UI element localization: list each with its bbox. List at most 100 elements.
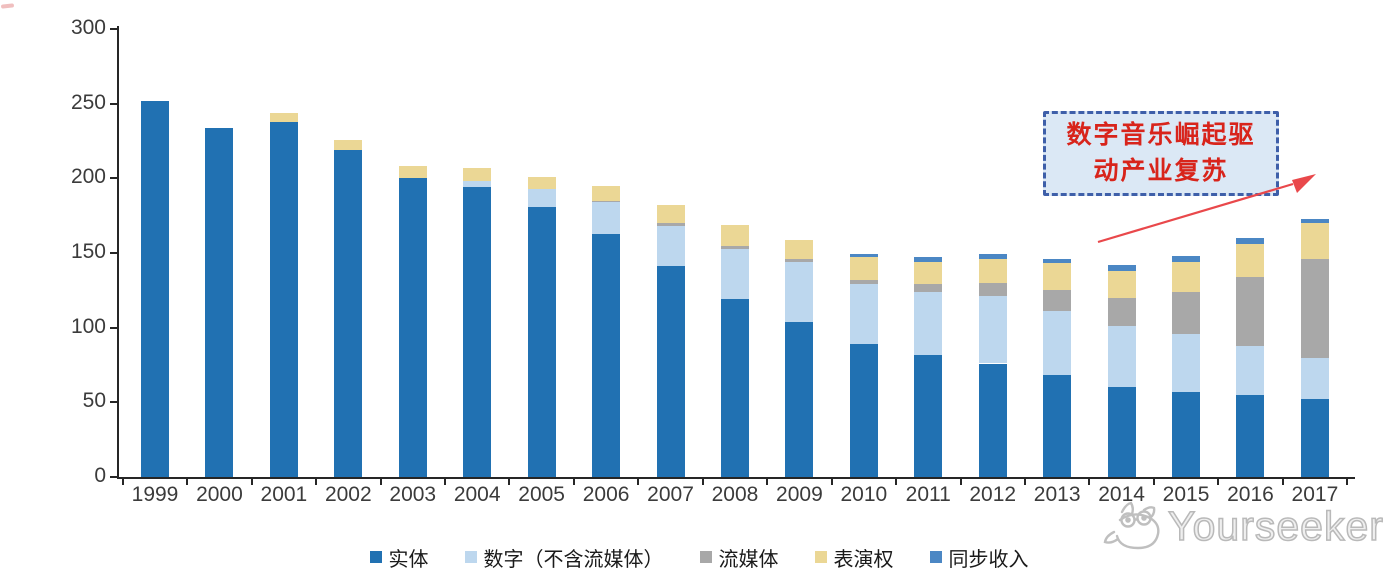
bar-segment-表演权 xyxy=(463,167,492,182)
x-axis-tick xyxy=(701,479,704,485)
x-axis-label: 2001 xyxy=(260,483,308,506)
bar-segment-数字（不含流媒体） xyxy=(1300,357,1329,400)
x-axis-label: 2004 xyxy=(453,483,501,506)
legend-swatch-icon xyxy=(814,551,827,563)
bar-segment-表演权 xyxy=(398,166,427,179)
bar-segment-数字（不含流媒体） xyxy=(720,248,749,300)
bar-segment-表演权 xyxy=(592,185,621,201)
bar-segment-数字（不含流媒体） xyxy=(1172,333,1201,392)
y-axis-label: 200 xyxy=(70,165,106,189)
annotation-text-line1: 数字音乐崛起驱 xyxy=(1066,121,1256,149)
x-axis-label: 2010 xyxy=(840,483,888,506)
y-axis-tick xyxy=(110,177,117,180)
x-axis-tick xyxy=(1152,479,1155,485)
y-axis-label: 0 xyxy=(94,464,106,487)
bar-segment-数字（不含流媒体） xyxy=(1043,311,1072,376)
bar-segment-表演权 xyxy=(1236,244,1265,277)
bar-segment-实体 xyxy=(527,206,556,477)
bar-segment-实体 xyxy=(463,187,492,477)
bar-segment-表演权 xyxy=(720,224,749,246)
y-axis-tick xyxy=(110,28,117,30)
bar-segment-流媒体 xyxy=(1172,291,1201,334)
bar-segment-数字（不含流媒体） xyxy=(849,284,878,345)
bar-segment-表演权 xyxy=(978,258,1007,283)
legend-swatch-icon xyxy=(699,551,712,563)
x-axis-label: 2015 xyxy=(1162,483,1210,506)
bar-segment-实体 xyxy=(1172,391,1201,477)
bar-segment-数字（不含流媒体） xyxy=(1236,345,1265,395)
bar-segment-实体 xyxy=(334,149,363,477)
bar-segment-实体 xyxy=(1300,399,1329,477)
bar-segment-实体 xyxy=(269,121,298,477)
y-axis-tick xyxy=(110,401,117,404)
x-axis-tick xyxy=(508,479,511,485)
bar-segment-同步收入 xyxy=(914,257,943,262)
bar-segment-同步收入 xyxy=(1107,264,1136,271)
x-axis-label: 2000 xyxy=(196,483,243,506)
x-axis-tick xyxy=(1088,479,1091,485)
bar-segment-流媒体 xyxy=(849,279,878,285)
legend-label: 表演权 xyxy=(833,548,894,571)
bar-segment-数字（不含流媒体） xyxy=(592,202,621,234)
bar-segment-数字（不含流媒体） xyxy=(463,181,492,188)
bar-segment-同步收入 xyxy=(1236,238,1265,245)
bar-segment-表演权 xyxy=(849,257,878,280)
x-axis-label: 2007 xyxy=(647,483,694,506)
x-axis-tick xyxy=(443,479,446,485)
y-axis-tick xyxy=(110,252,117,254)
x-axis-label: 2017 xyxy=(1291,483,1339,506)
y-axis-line xyxy=(117,26,119,479)
bar-segment-数字（不含流媒体） xyxy=(785,261,814,322)
x-axis-label: 2014 xyxy=(1098,483,1145,506)
x-axis-label: 2005 xyxy=(518,483,565,506)
x-axis-tick xyxy=(766,479,769,485)
chart-legend: 实体 数字（不含流媒体） 流媒体 表演权 同步收入 xyxy=(0,541,1398,573)
bar-segment-同步收入 xyxy=(849,254,878,258)
x-axis-tick xyxy=(379,479,382,485)
bar-segment-表演权 xyxy=(334,139,363,150)
bar-segment-表演权 xyxy=(1172,261,1201,292)
bar-segment-数字（不含流媒体） xyxy=(656,226,685,267)
bar-segment-数字（不含流媒体） xyxy=(1107,326,1136,388)
x-axis-tick xyxy=(1281,479,1284,485)
y-axis-tick xyxy=(110,476,117,478)
bar-segment-流媒体 xyxy=(720,245,749,249)
annotation-callout: 数字音乐崛起驱 动产业复苏 xyxy=(1043,111,1279,196)
bar-segment-数字（不含流媒体） xyxy=(978,296,1007,364)
bar-segment-同步收入 xyxy=(1172,255,1201,262)
x-axis-tick xyxy=(959,479,962,485)
bar-segment-表演权 xyxy=(914,261,943,285)
bar-segment-表演权 xyxy=(1043,263,1072,291)
bar-segment-实体 xyxy=(398,178,427,477)
bar-segment-表演权 xyxy=(1300,223,1329,259)
x-axis-tick xyxy=(572,479,575,485)
bar-segment-数字（不含流媒体） xyxy=(914,291,943,355)
x-axis-tick xyxy=(186,479,189,485)
x-axis-label: 2013 xyxy=(1033,483,1081,506)
bar-segment-实体 xyxy=(141,100,169,477)
bar-segment-流媒体 xyxy=(785,258,814,262)
legend-swatch-icon xyxy=(369,551,382,563)
bar-segment-表演权 xyxy=(269,112,298,122)
x-axis-tick xyxy=(1346,479,1349,485)
bar-segment-表演权 xyxy=(1107,270,1136,298)
legend-label: 同步收入 xyxy=(948,548,1029,571)
bar-segment-实体 xyxy=(720,299,749,477)
x-axis-tick xyxy=(315,479,318,485)
x-axis-label: 2006 xyxy=(582,483,630,506)
bar-segment-流媒体 xyxy=(656,223,685,227)
bar-segment-流媒体 xyxy=(592,200,621,203)
bar-segment-同步收入 xyxy=(1300,218,1329,224)
bar-segment-流媒体 xyxy=(1236,276,1265,346)
y-axis-tick xyxy=(110,326,117,329)
bar-segment-表演权 xyxy=(656,205,685,224)
y-axis-label: 50 xyxy=(82,389,106,413)
bar-segment-实体 xyxy=(978,363,1007,477)
legend-label: 实体 xyxy=(388,548,429,571)
y-axis-label: 150 xyxy=(70,240,106,263)
legend-item: 同步收入 xyxy=(929,543,1029,572)
legend-item: 数字（不含流媒体） xyxy=(464,543,664,572)
bar-segment-流媒体 xyxy=(1300,258,1329,358)
x-axis-tick xyxy=(121,479,124,485)
